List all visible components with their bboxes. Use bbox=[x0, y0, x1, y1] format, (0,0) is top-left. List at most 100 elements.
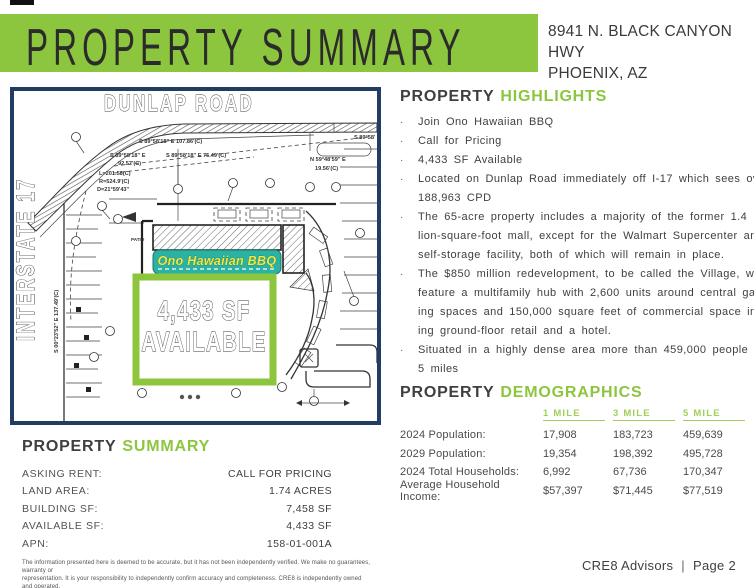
list-item: · 4,433 SF Available bbox=[400, 151, 748, 170]
cell-value: $57,397 bbox=[543, 484, 583, 497]
drive-lane bbox=[109, 198, 336, 224]
table-row: AVAILABLE SF: 4,433 SF bbox=[22, 518, 332, 536]
row-label: AVAILABLE SF: bbox=[22, 520, 105, 533]
parking-rows-right bbox=[305, 142, 378, 388]
demographics-header-row: 1 MILE 3 MILE 5 MILE bbox=[400, 408, 754, 421]
bullet-text: self-storage facility, both of which wil… bbox=[418, 249, 725, 261]
reference-markers bbox=[71, 132, 365, 406]
patio-label: PATIO bbox=[131, 237, 145, 242]
bearing-curve2: R=524.9'(C) bbox=[99, 179, 130, 185]
summary-title-accent: SUMMARY bbox=[122, 438, 211, 455]
row-label: APN: bbox=[22, 537, 49, 550]
bullet-text: feature a multifamily hub with 2,600 uni… bbox=[418, 287, 754, 299]
table-row: APN: 158-01-001A bbox=[22, 535, 332, 553]
page-title: PROPERTY SUMMARY bbox=[26, 17, 466, 77]
bullet-icon: · bbox=[400, 136, 404, 147]
row-label: 2024 Population: bbox=[400, 429, 486, 442]
cell-value: 170,347 bbox=[683, 466, 723, 479]
bearing-left1: S 89°58'18" E bbox=[110, 153, 146, 159]
summary-title-prefix: PROPERTY bbox=[22, 438, 117, 455]
row-label: ASKING RENT: bbox=[22, 467, 103, 480]
list-item: · Located on Dunlap Road immediately off… bbox=[400, 170, 754, 208]
building-footprint: PATIO Ono Hawaiian BBQ bbox=[131, 219, 305, 287]
highlights-title-accent: HIGHLIGHTS bbox=[500, 88, 608, 105]
table-row: BUILDING SF: 7,458 SF bbox=[22, 500, 332, 518]
cell-value: 183,723 bbox=[613, 429, 653, 442]
bearing-mid: S 89°58'18" E 75.49'(C) bbox=[166, 153, 226, 159]
available-label: AVAILABLE bbox=[141, 327, 266, 358]
row-label: Average Household Income: bbox=[400, 478, 500, 503]
page-number: Page 2 bbox=[692, 558, 736, 573]
bullet-text: Located on Dunlap Road immediately off I… bbox=[418, 173, 754, 185]
highlights-title-prefix: PROPERTY bbox=[400, 88, 495, 105]
table-row: 2029 Population: 19,354 198,392 495,728 bbox=[400, 445, 754, 464]
address-line1: 8941 N. BLACK CANYON HWY bbox=[548, 23, 733, 61]
demographics-title-accent: DEMOGRAPHICS bbox=[500, 384, 643, 401]
bullet-text: Join Ono Hawaiian BBQ bbox=[418, 116, 554, 128]
site-plan-map: DUNLAP ROAD INTERSTATE 17 S 89°58'18" E … bbox=[10, 87, 381, 425]
available-sf-label: 4,433 SF bbox=[157, 296, 250, 327]
disclaimer-line: representation. It is your responsibilit… bbox=[22, 576, 362, 588]
tenant-sign-label: Ono Hawaiian BBQ bbox=[158, 254, 277, 268]
site-plan-svg: DUNLAP ROAD INTERSTATE 17 S 89°58'18" E … bbox=[12, 91, 378, 421]
bullet-text: The $850 million redevelopment, to be ca… bbox=[418, 268, 754, 280]
dunlap-road-band bbox=[27, 122, 378, 238]
cell-value: $71,445 bbox=[613, 484, 653, 497]
bullet-icon: · bbox=[400, 174, 404, 185]
bullet-icon: · bbox=[400, 345, 404, 356]
demographics-title-prefix: PROPERTY bbox=[400, 384, 495, 401]
row-value: CALL FOR PRICING bbox=[227, 467, 332, 480]
column-header-1mile: 1 MILE bbox=[543, 408, 605, 421]
summary-section: PROPERTY SUMMARY ASKING RENT: CALL FOR PR… bbox=[22, 438, 332, 553]
bearing-corner: S 89°58' bbox=[354, 135, 376, 141]
dunlap-road-label-group: DUNLAP ROAD bbox=[104, 91, 254, 117]
footer-brand: CRE8 Advisors | Page 2 bbox=[582, 558, 736, 573]
demographics-section: PROPERTY DEMOGRAPHICS 1 MILE 3 MILE 5 MIL… bbox=[400, 384, 754, 503]
bullet-text: ing spaces and 150,000 square feet of co… bbox=[418, 306, 754, 318]
row-value: 7,458 SF bbox=[286, 502, 332, 515]
bearing-curve1: L=201.58(C) bbox=[99, 171, 131, 177]
highlights-title: PROPERTY HIGHLIGHTS bbox=[400, 88, 748, 106]
bullet-text: 5 miles bbox=[418, 363, 459, 375]
summary-title: PROPERTY SUMMARY bbox=[22, 438, 332, 456]
bearing-vertical: S 00°23'52" E 137.49'(C) bbox=[54, 290, 60, 353]
table-row: Average Household Income: $57,397 $71,44… bbox=[400, 478, 754, 503]
bullet-text: Call for Pricing bbox=[418, 135, 502, 147]
table-row: 2024 Population: 17,908 183,723 459,639 bbox=[400, 426, 754, 445]
bullet-text: lion-square-foot mall, except for the Wa… bbox=[418, 230, 754, 242]
cell-value: 459,639 bbox=[683, 429, 723, 442]
disclaimer-line: The information presented here is deemed… bbox=[22, 560, 371, 574]
table-row: LAND AREA: 1.74 ACRES bbox=[22, 483, 332, 501]
divider: | bbox=[681, 558, 685, 573]
table-row: 2024 Total Households: 6,992 67,736 170,… bbox=[400, 463, 754, 482]
title-banner: PROPERTY SUMMARY bbox=[0, 14, 538, 76]
column-header-5mile: 5 MILE bbox=[683, 408, 745, 421]
row-label: LAND AREA: bbox=[22, 485, 90, 498]
interstate-17-label: INTERSTATE 17 bbox=[14, 177, 40, 341]
brand-name: CRE8 Advisors bbox=[581, 558, 674, 573]
bullet-text: 4,433 SF Available bbox=[418, 154, 523, 166]
cell-value: 495,728 bbox=[683, 447, 723, 460]
demographics-table: 1 MILE 3 MILE 5 MILE 2024 Population: 17… bbox=[400, 408, 754, 503]
row-label: BUILDING SF: bbox=[22, 502, 99, 515]
bullet-icon: · bbox=[400, 155, 404, 166]
row-label: 2029 Population: bbox=[400, 447, 486, 460]
row-value: 158-01-001A bbox=[266, 537, 332, 550]
interstate-label-group: INTERSTATE 17 bbox=[12, 177, 40, 341]
bullet-text: The 65-acre property includes a majority… bbox=[418, 211, 754, 223]
list-item: · Situated in a highly dense area more t… bbox=[400, 341, 754, 379]
summary-rows: ASKING RENT: CALL FOR PRICING LAND AREA:… bbox=[22, 465, 332, 553]
demographics-title: PROPERTY DEMOGRAPHICS bbox=[400, 384, 754, 402]
property-address: 8941 N. BLACK CANYON HWY PHOENIX, AZ bbox=[548, 21, 754, 84]
available-space-box: 4,433 SF AVAILABLE bbox=[132, 273, 277, 386]
cell-value: $77,519 bbox=[683, 484, 723, 497]
dunlap-road-label: DUNLAP ROAD bbox=[104, 91, 254, 116]
row-value: 1.74 ACRES bbox=[269, 485, 332, 498]
row-value: 4,433 SF bbox=[286, 520, 332, 533]
row-label: 2024 Total Households: bbox=[400, 466, 520, 479]
cell-value: 198,392 bbox=[613, 447, 653, 460]
bearing-right1: N 59°48'59" E bbox=[310, 157, 346, 163]
column-header-3mile: 3 MILE bbox=[613, 408, 675, 421]
bearing-right1b: 19.56'(C) bbox=[315, 166, 338, 172]
